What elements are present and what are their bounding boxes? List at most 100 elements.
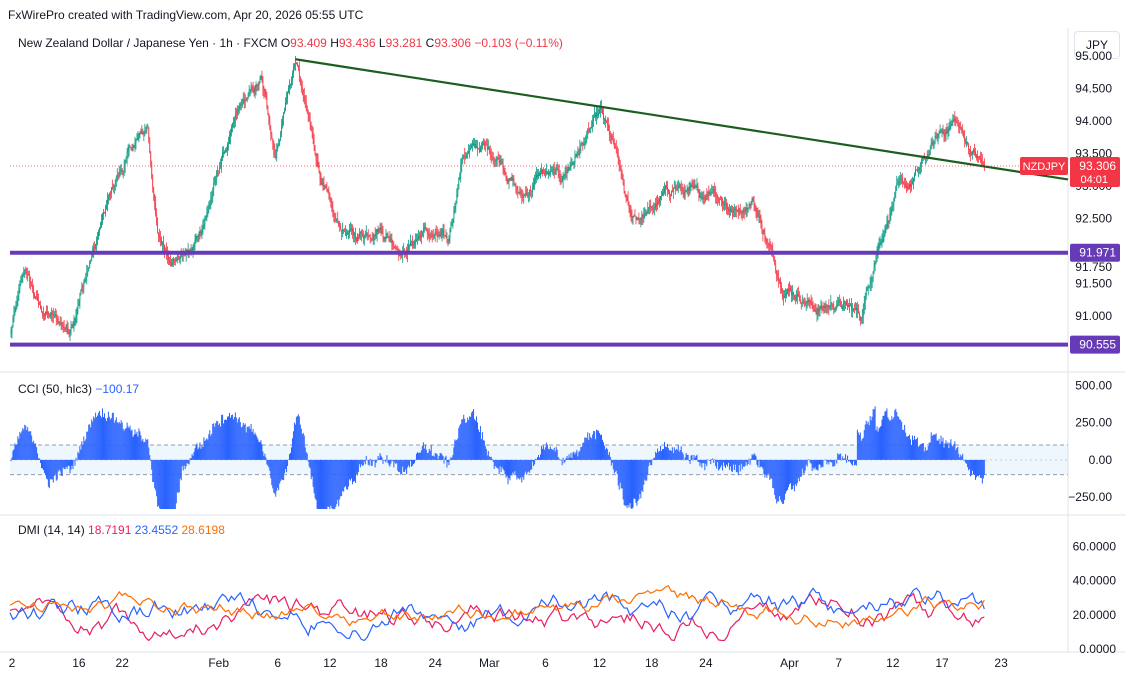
cci-bar xyxy=(283,459,285,481)
candle-body xyxy=(540,172,541,176)
cci-bar xyxy=(884,411,886,460)
cci-bar xyxy=(106,417,108,460)
cci-bar xyxy=(157,459,159,507)
candle-body xyxy=(806,300,808,304)
candle-body xyxy=(335,219,337,221)
cci-bar xyxy=(260,440,262,460)
candle-body xyxy=(385,234,387,238)
candle-body xyxy=(706,195,708,197)
candle-body xyxy=(535,178,536,181)
cci-bar xyxy=(364,459,366,465)
cci-bar xyxy=(10,459,12,462)
candle-body xyxy=(874,262,876,268)
candle-body xyxy=(496,158,498,161)
candle-body xyxy=(952,120,954,124)
cci-bar xyxy=(12,450,14,460)
cci-bar xyxy=(259,441,261,460)
candle-body xyxy=(278,144,280,147)
cci-bar xyxy=(864,424,866,460)
candle-body xyxy=(421,231,423,236)
candle-body xyxy=(288,87,289,93)
cci-bar xyxy=(622,459,624,500)
time-tick-label: 24 xyxy=(429,656,443,670)
candle-body xyxy=(787,289,788,293)
candle-body xyxy=(826,306,828,308)
candle-body xyxy=(637,217,639,219)
cci-bar xyxy=(71,459,73,466)
time-tick-label: 12 xyxy=(593,656,607,670)
cci-bar xyxy=(669,450,671,460)
cci-bar xyxy=(40,459,42,463)
cci-bar xyxy=(554,451,556,460)
candle-body xyxy=(463,155,465,157)
cci-bar xyxy=(824,459,826,461)
candle-body xyxy=(46,311,47,313)
cci-bar xyxy=(225,419,227,460)
candle-body xyxy=(203,224,205,227)
cci-bar xyxy=(37,453,39,460)
candle-body xyxy=(172,259,174,262)
candle-body xyxy=(643,215,645,218)
candle-body xyxy=(553,169,555,175)
cci-bar xyxy=(850,459,852,465)
cci-bar xyxy=(257,439,259,460)
candle-body xyxy=(683,191,685,196)
candle-body xyxy=(223,152,224,155)
cci-bar xyxy=(345,459,347,487)
candle-body xyxy=(638,217,640,219)
candle-body xyxy=(317,161,319,166)
candle-body xyxy=(545,171,547,173)
cci-bar xyxy=(30,431,32,460)
cci-bar xyxy=(658,451,660,460)
candle-body xyxy=(73,321,75,325)
candle-body xyxy=(153,187,155,195)
candle-body xyxy=(621,172,623,178)
price-tick-label: 92.500 xyxy=(1075,211,1112,225)
cci-bar xyxy=(385,459,387,463)
candle-body xyxy=(244,100,246,103)
candle-body xyxy=(390,238,392,241)
candle-body xyxy=(106,204,107,210)
candle-body xyxy=(615,147,617,150)
candle-body xyxy=(862,309,864,317)
cci-bar xyxy=(900,419,902,460)
candle-body xyxy=(783,295,784,298)
candle-body xyxy=(171,263,172,266)
candle-body xyxy=(960,126,962,128)
cci-bar xyxy=(564,459,566,462)
cci-bar xyxy=(519,459,521,480)
candle-body xyxy=(445,236,447,237)
cci-bar xyxy=(705,459,707,464)
cci-pane xyxy=(10,406,1068,510)
cci-bar xyxy=(695,456,697,460)
candle-body xyxy=(379,227,381,229)
cci-bar xyxy=(666,443,668,460)
candle-body xyxy=(793,292,794,296)
cci-bar xyxy=(556,449,558,460)
cci-bar xyxy=(544,447,546,460)
candle-body xyxy=(776,270,778,276)
candle-body xyxy=(295,62,296,64)
candle-body xyxy=(114,180,116,186)
candle-body xyxy=(790,288,791,292)
cci-bar xyxy=(744,459,746,466)
cci-bar xyxy=(481,432,483,460)
candle-body xyxy=(622,177,624,184)
cci-bar xyxy=(634,459,636,500)
candle-body xyxy=(245,100,247,101)
cci-bar xyxy=(855,459,857,466)
candle-body xyxy=(814,309,816,311)
cci-bar xyxy=(767,459,769,474)
cci-bar xyxy=(35,443,37,460)
cci-bar xyxy=(689,459,691,464)
candle-body xyxy=(370,238,372,239)
candle-body xyxy=(250,86,252,90)
time-tick-label: Feb xyxy=(208,656,229,670)
candle-body xyxy=(425,229,427,231)
currency-button[interactable]: JPY xyxy=(1074,31,1120,59)
cci-bar xyxy=(214,426,216,460)
candle-body xyxy=(301,87,303,90)
candle-body xyxy=(665,185,666,189)
cci-bar xyxy=(189,458,191,460)
